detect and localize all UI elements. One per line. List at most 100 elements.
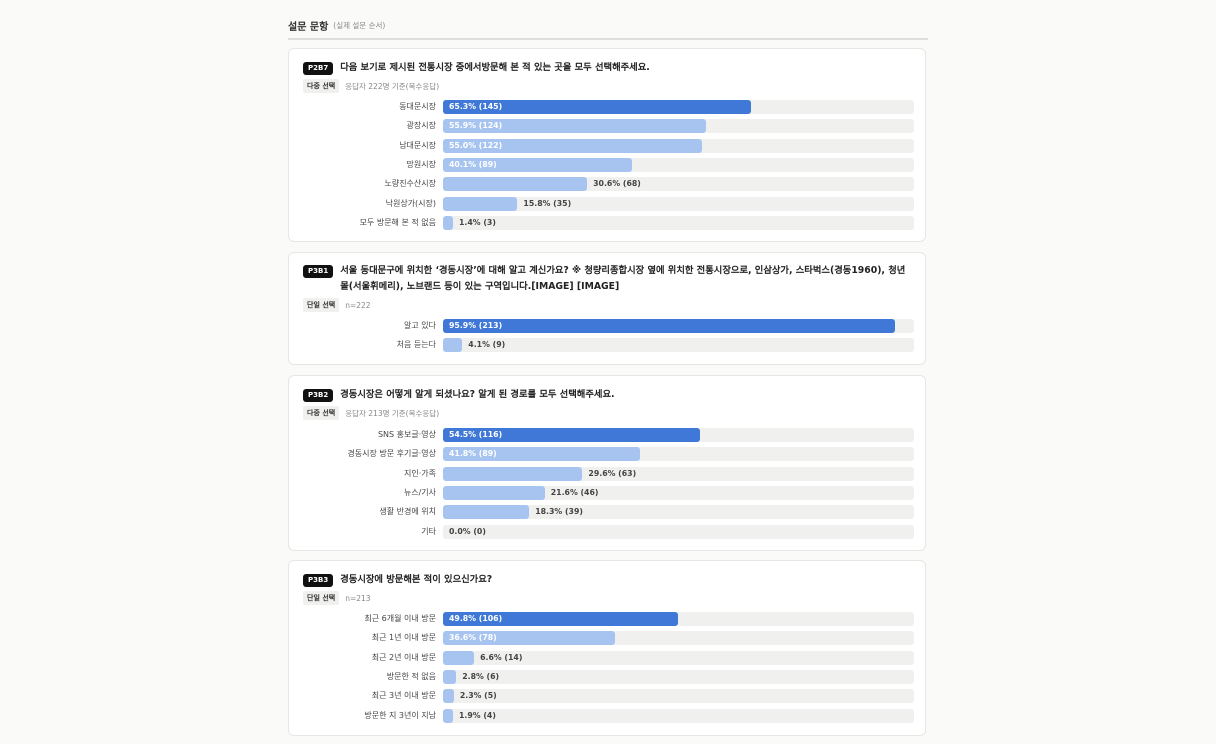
category-label: 처음 듣는다: [396, 340, 436, 350]
value-label: 1.4% (3): [459, 217, 496, 227]
bar: [443, 157, 632, 172]
bar-row: 지인·가족 29.6% (63): [289, 466, 927, 481]
bar: [443, 612, 678, 626]
category-label: 노량진수산시장: [384, 179, 436, 189]
value-label: 49.8% (106): [449, 614, 503, 623]
bar-track: 2.8% (6): [443, 669, 914, 684]
bar-track: 41.8% (89): [443, 447, 914, 462]
question-text: 다음 보기로 제시된 전통시장 중에서방문해 본 적 있는 곳을 모두 선택해주…: [340, 62, 650, 73]
bar-row: 경동시장 방문 후기글·영상 41.8% (89): [289, 447, 927, 462]
bar-track: 2.3% (5): [443, 689, 914, 704]
bar: [443, 100, 751, 114]
bar: [443, 428, 700, 442]
bar-row: 남대문시장 55.0% (122): [289, 138, 927, 153]
bar-track: 40.1% (89): [443, 157, 914, 172]
bar-row: 최근 3년 이내 방문 2.3% (5): [289, 689, 927, 704]
bar-row: 동대문시장 65.3% (145): [289, 100, 927, 114]
value-label: 18.3% (39): [535, 507, 583, 517]
bar-row: 최근 2년 이내 방문 6.6% (14): [289, 650, 927, 665]
question-code: P3B2: [303, 389, 334, 402]
bar: [443, 138, 703, 153]
category-label: 광장시장: [406, 121, 436, 131]
value-label: 41.8% (89): [449, 449, 497, 459]
category-label: 방문한 적 없음: [386, 671, 436, 681]
value-label: 30.6% (68): [593, 179, 641, 189]
bar-track: 15.8% (35): [443, 196, 914, 211]
bar: [443, 689, 454, 704]
category-label: 경동시장 방문 후기글·영상: [347, 449, 436, 459]
bar-row: 최근 6개월 이내 방문 49.8% (106): [289, 612, 927, 626]
value-label: 55.0% (122): [449, 140, 503, 150]
bar: [443, 466, 583, 481]
bar-row: 알고 있다 95.9% (213): [289, 319, 927, 333]
bar-track: 18.3% (39): [443, 505, 914, 520]
bar-row: 기타 0.0% (0): [289, 524, 927, 539]
answer-type-tag: 다중 선택: [303, 406, 340, 420]
bar-track: 29.6% (63): [443, 466, 914, 481]
bar: [443, 505, 530, 520]
bar-track: 36.6% (78): [443, 631, 914, 646]
bar: [443, 447, 640, 462]
category-label: 알고 있다: [404, 321, 436, 330]
bar-row: 방문한 지 3년이 지남 1.9% (4): [289, 708, 927, 723]
category-label: 모두 방문해 본 적 없음: [359, 217, 436, 227]
value-label: 54.5% (116): [449, 430, 503, 439]
value-label: 21.6% (46): [550, 487, 599, 497]
value-label: 40.1% (89): [449, 159, 497, 169]
value-label: 15.8% (35): [523, 198, 572, 208]
survey-panel: 설문 문항 (실제 설문 순서) P2B7 다음 보기로 제시된 전통시장 중에…: [288, 14, 928, 736]
question-card-p2b7: P2B7 다음 보기로 제시된 전통시장 중에서방문해 본 적 있는 곳을 모두…: [288, 48, 926, 242]
bar: [443, 669, 457, 684]
answer-type-tag: 다중 선택: [303, 79, 340, 93]
respondent-note: 응답자 213명 기준(복수응답): [345, 408, 440, 418]
value-label: 6.6% (14): [480, 652, 523, 662]
bar: [443, 215, 453, 230]
bar-track: 1.9% (4): [443, 708, 914, 723]
bar-row: SNS 홍보글·영상 54.5% (116): [289, 428, 927, 442]
value-label: 2.8% (6): [462, 671, 500, 681]
bar-track: 55.9% (124): [443, 119, 914, 134]
bar-row: 낙원상가(시장) 15.8% (35): [289, 196, 927, 211]
category-label: 생활 반경에 위치: [379, 507, 436, 517]
bar-track: 1.4% (3): [443, 215, 914, 230]
value-label: 36.6% (78): [449, 633, 497, 643]
value-label: 1.9% (4): [459, 710, 496, 720]
bar: [443, 196, 518, 211]
bar: [443, 177, 588, 192]
answer-type-tag: 단일 선택: [303, 591, 340, 605]
category-label: 최근 1년 이내 방문: [371, 633, 436, 643]
bar: [443, 319, 895, 333]
bar: [443, 650, 475, 665]
bar: [443, 338, 463, 353]
value-label: 95.9% (213): [449, 321, 503, 330]
bar: [443, 485, 545, 500]
category-label: 기타: [421, 526, 436, 536]
question-text: 경동시장에 방문해본 적이 있으신가요?: [340, 574, 493, 585]
section-title: 설문 문항: [288, 21, 329, 33]
category-label: 최근 6개월 이내 방문: [364, 614, 436, 623]
bar-row: 망원시장 40.1% (89): [289, 157, 927, 172]
bar-track: 6.6% (14): [443, 650, 914, 665]
value-label: 4.1% (9): [468, 340, 506, 350]
bar-track: 95.9% (213): [443, 319, 914, 333]
value-label: 2.3% (5): [459, 691, 497, 701]
answer-type-tag: 단일 선택: [303, 298, 340, 312]
category-label: 낙원상가(시장): [385, 198, 436, 208]
category-label: 지인·가족: [404, 468, 436, 478]
bar-row: 광장시장 55.9% (124): [289, 119, 927, 134]
question-card-p3b2: P3B2 경동시장은 어떻게 알게 되셨나요? 알게 된 경로를 모두 선택해주…: [288, 375, 926, 551]
bar-row: 생활 반경에 위치 18.3% (39): [289, 505, 927, 520]
bar-row: 처음 듣는다 4.1% (9): [289, 338, 927, 353]
bar-track: 65.3% (145): [443, 100, 914, 114]
question-code: P2B7: [303, 62, 334, 75]
bar-row: 최근 1년 이내 방문 36.6% (78): [289, 631, 927, 646]
bar: [443, 119, 707, 134]
bar-track: 4.1% (9): [443, 338, 914, 353]
category-label: 최근 2년 이내 방문: [371, 652, 436, 662]
category-label: 방문한 지 3년이 지남: [364, 710, 436, 720]
section-header: 설문 문항 (실제 설문 순서): [288, 14, 928, 40]
respondent-note: 응답자 222명 기준(복수응답): [345, 81, 440, 91]
bar: [443, 708, 453, 723]
section-subtitle: (실제 설문 순서): [333, 20, 386, 30]
bar-row: 방문한 적 없음 2.8% (6): [289, 669, 927, 684]
